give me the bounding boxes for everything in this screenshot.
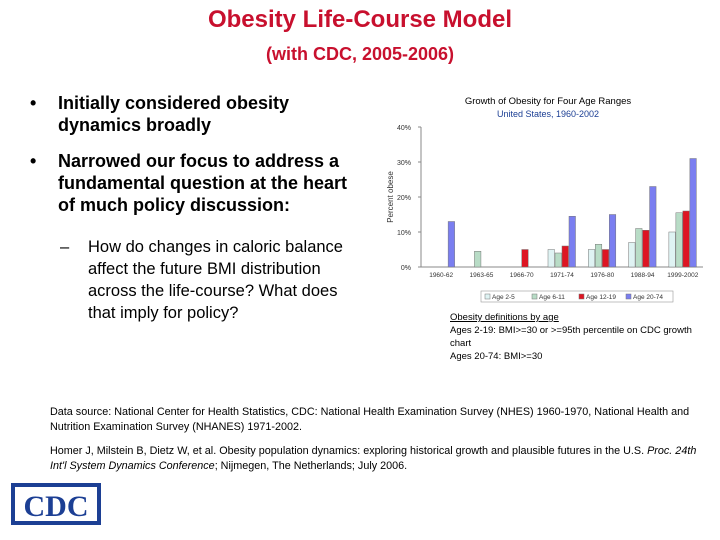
x-tick-label: 1963-65: [469, 272, 493, 279]
bar-age-12-19-1976-80: [602, 249, 610, 268]
legend-label: Age 6-11: [539, 294, 565, 301]
slide-subtitle: (with CDC, 2005-2006): [265, 44, 455, 64]
citation-line: Homer J, Milstein B, Dietz W, et al. Obe…: [50, 444, 700, 474]
bullet-item: • Initially considered obesity dynamics …: [30, 92, 360, 136]
legend-label: Age 20-74: [633, 294, 663, 301]
chart-plot: 0% 10% 20% 30% 40% Percent obese 1960-62 1963-6…: [386, 125, 703, 303]
bullet-list: • Initially considered obesity dynamics …: [30, 92, 360, 324]
data-sources: Data source: National Center for Health …: [50, 405, 700, 483]
legend-swatch: [625, 293, 632, 300]
bar-age-2-5-1999-2002: [668, 231, 676, 268]
citation-journal: Proc. 24th Int'l System Dynamics Confere…: [50, 445, 697, 472]
bar-age-20-74-1988-94: [649, 186, 657, 268]
bullet-marker: •: [30, 151, 37, 171]
cdc-logo-text: CDC: [24, 490, 89, 523]
bar-age-6-11-1999-2002: [675, 212, 683, 268]
obesity-bar-chart: Growth of Obesity for Four Age Ranges Un…: [383, 93, 713, 308]
bar-age-6-11-1988-94: [635, 228, 643, 268]
bullet-text: Initially considered obesity dynamics br…: [58, 93, 290, 135]
bar-age-20-74-1971-74: [568, 216, 576, 268]
bar-age-2-5-1976-80: [588, 249, 596, 268]
bullet-text: Narrowed our focus to address a fundamen…: [58, 151, 348, 215]
x-tick-label: 1971-74: [550, 272, 574, 279]
bar-age-12-19-1966-70: [521, 249, 529, 268]
bar-age-6-11-1971-74: [554, 252, 562, 268]
citation-text: Homer J, Milstein B, Dietz W, et al. Obe…: [50, 445, 648, 457]
bar-age-20-74-1999-2002: [689, 158, 697, 268]
y-tick-label: 10%: [397, 230, 411, 237]
bar-age-12-19-1988-94: [642, 230, 650, 268]
chart-subtitle: United States, 1960-2002: [496, 109, 600, 119]
bullet-marker: •: [30, 93, 37, 113]
x-tick-label: 1988-94: [631, 272, 655, 279]
bar-age-12-19-1971-74: [561, 245, 569, 268]
x-tick-label: 1966-70: [510, 272, 534, 279]
legend-box: [480, 290, 674, 303]
citation-details: ; Nijmegen, The Netherlands; July 2006.: [214, 460, 408, 472]
definitions-heading: Obesity definitions by age: [450, 312, 559, 323]
bar-age-2-5-1971-74: [547, 249, 555, 268]
sub-bullet-marker: –: [60, 238, 70, 256]
definition-line: Ages 20-74: BMI>=30: [450, 351, 543, 362]
obesity-definitions: Obesity definitions by age Ages 2-19: BM…: [450, 311, 710, 363]
cdc-logo: CDC: [11, 483, 101, 525]
x-tick-label: 1960-62: [429, 272, 453, 279]
definition-line: Ages 2-19: BMI>=30 or >=95th percentile …: [450, 325, 692, 349]
bullet-item: • Narrowed our focus to address a fundam…: [30, 150, 360, 216]
bar-age-20-74-1976-80: [609, 214, 617, 268]
slide-title: Obesity Life-Course Model: [207, 6, 513, 33]
y-tick-label: 30%: [397, 160, 411, 167]
x-tick-label: 1999-2002: [667, 272, 698, 279]
legend-swatch: [484, 293, 491, 300]
bar-age-20-74-1960-62: [447, 221, 455, 268]
y-tick-label: 40%: [397, 125, 411, 132]
bar-age-6-11-1976-80: [595, 244, 603, 268]
y-tick-label: 20%: [397, 195, 411, 202]
sub-bullet: – How do changes in caloric balance affe…: [60, 236, 360, 324]
legend-label: Age 12-19: [586, 294, 616, 301]
legend-swatch: [578, 293, 585, 300]
bar-age-2-5-1988-94: [628, 242, 636, 268]
legend-swatch: [531, 293, 538, 300]
bar-age-12-19-1999-2002: [682, 210, 690, 268]
source-line: Data source: National Center for Health …: [50, 406, 690, 433]
x-tick-label: 1976-80: [590, 272, 614, 279]
y-axis-label: Percent obese: [386, 171, 395, 223]
chart-title: Growth of Obesity for Four Age Ranges: [464, 96, 632, 107]
legend-label: Age 2-5: [492, 294, 515, 301]
bar-age-6-11-1963-65: [474, 251, 482, 268]
sub-bullet-text: How do changes in caloric balance affect…: [88, 238, 343, 322]
y-tick-label: 0%: [401, 265, 411, 272]
